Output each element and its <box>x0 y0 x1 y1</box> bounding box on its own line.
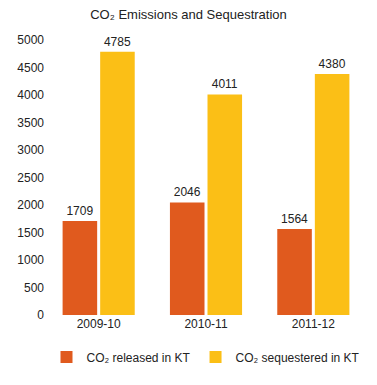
svg-text:4785: 4785 <box>104 35 131 49</box>
svg-text:2010-11: 2010-11 <box>184 317 227 331</box>
svg-text:1564: 1564 <box>281 212 308 226</box>
svg-text:1500: 1500 <box>17 226 44 240</box>
svg-text:3500: 3500 <box>17 116 44 130</box>
svg-text:2500: 2500 <box>17 171 44 185</box>
svg-text:1000: 1000 <box>17 253 44 267</box>
svg-text:4011: 4011 <box>212 77 238 91</box>
svg-text:1709: 1709 <box>66 204 93 218</box>
svg-text:CO₂ Emissions and Sequestratio: CO₂ Emissions and Sequestration <box>90 7 287 22</box>
svg-text:0: 0 <box>37 308 44 322</box>
svg-text:CO₂ released in KT: CO₂ released in KT <box>87 351 191 365</box>
svg-text:4380: 4380 <box>319 57 346 71</box>
svg-text:2011-12: 2011-12 <box>292 317 335 331</box>
svg-text:2000: 2000 <box>17 198 44 212</box>
svg-text:2009-10: 2009-10 <box>77 317 121 331</box>
svg-text:5000: 5000 <box>17 33 44 47</box>
svg-text:CO₂ sequestered in KT: CO₂ sequestered in KT <box>236 351 360 365</box>
svg-text:4000: 4000 <box>17 88 44 102</box>
svg-text:500: 500 <box>24 281 44 295</box>
svg-text:3000: 3000 <box>17 143 44 157</box>
svg-text:2046: 2046 <box>174 185 201 199</box>
svg-text:4500: 4500 <box>17 61 44 75</box>
